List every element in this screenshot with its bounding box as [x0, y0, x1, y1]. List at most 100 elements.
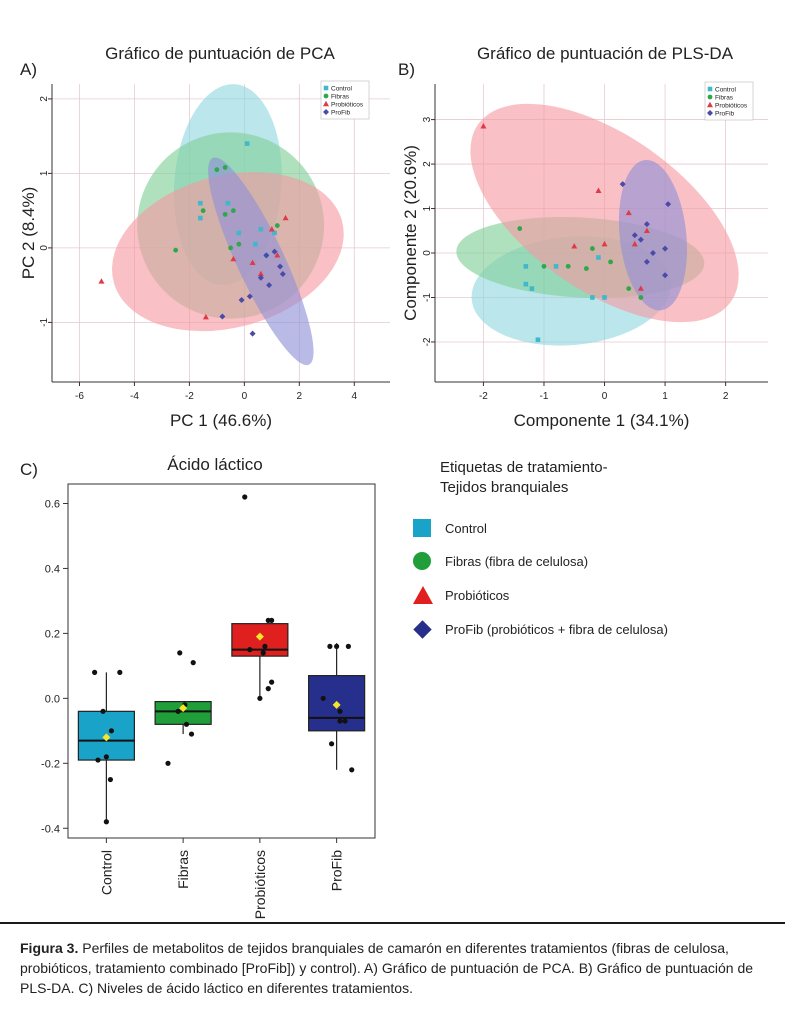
treatment-legend-title-line1: Etiquetas de tratamiento-	[440, 459, 608, 476]
data-point	[165, 760, 171, 766]
profib-point	[643, 221, 650, 228]
data-point	[242, 494, 248, 500]
panel-b-title: Gráfico de puntuación de PLS-DA	[476, 44, 734, 63]
mini-legend-label: Fibras	[715, 95, 734, 102]
plot-area	[435, 84, 768, 382]
data-point	[103, 819, 109, 825]
control-point	[529, 286, 535, 291]
data-point	[175, 708, 181, 714]
x-tick-label: -2	[479, 391, 488, 402]
data-point	[100, 708, 106, 714]
x-tick-label: -4	[130, 391, 139, 402]
caption-text: Perfiles de metabolitos de tejidos branq…	[20, 940, 754, 996]
mini-legend-label: ProFib	[715, 111, 735, 118]
data-point	[257, 695, 263, 701]
profib-point	[263, 252, 270, 259]
panel-c-title: Ácido láctico	[167, 455, 263, 474]
control-point	[198, 215, 203, 221]
caption-divider	[0, 922, 785, 924]
diamond-icon	[413, 620, 432, 639]
probioticos-point	[202, 313, 209, 320]
profib-point	[707, 110, 713, 116]
probioticos-point	[249, 259, 256, 265]
data-point	[262, 643, 268, 649]
control-point	[258, 226, 264, 232]
profib-point	[662, 245, 669, 252]
profib-point	[619, 181, 626, 188]
fibras-point	[707, 94, 713, 100]
fibras-point	[517, 226, 523, 231]
control-point	[198, 200, 203, 206]
profib-point	[271, 248, 278, 255]
control-point	[535, 337, 541, 343]
data-point	[349, 767, 355, 773]
fibras-point	[214, 167, 220, 173]
box-1	[154, 700, 212, 725]
fibras-point	[626, 286, 632, 291]
x-axis-label: PC 1 (46.6%)	[170, 411, 272, 430]
fibras-point	[608, 259, 613, 265]
mini-legend-label: Probióticos	[331, 102, 364, 109]
probioticos-point	[595, 187, 602, 193]
legend-label-probioticos: Probióticos	[445, 587, 510, 603]
control-point	[602, 295, 607, 300]
data-point	[188, 731, 195, 737]
mini-legend-label: ProFib	[331, 110, 351, 117]
x-tick-label: 0	[602, 391, 608, 402]
box-3	[308, 675, 366, 732]
legend-label-control: Control	[445, 520, 487, 536]
y-tick-label: 2	[39, 96, 50, 102]
y-axis-label: PC 2 (8.4%)	[19, 187, 38, 280]
x-axis-label: Componente 1 (34.1%)	[514, 411, 690, 430]
treatment-legend-title: Etiquetas de tratamiento- Tejidos branqu…	[440, 458, 608, 498]
x-tick-label: ProFib	[329, 850, 345, 891]
fibras-point	[541, 263, 547, 269]
data-point	[260, 650, 266, 656]
ellipse-control	[471, 236, 671, 346]
ellipse-profib	[618, 159, 688, 311]
data-point	[337, 708, 343, 714]
probioticos-point	[282, 214, 289, 221]
x-tick-label: Control	[98, 850, 114, 895]
control-point	[596, 255, 601, 260]
mini-legend-label: Control	[331, 86, 353, 93]
probioticos-point	[571, 243, 578, 249]
x-tick-label: 0	[242, 391, 248, 402]
plot-group-pca: -6 -4 -2 0 2 4 -1 0 1 2 PC 1 (46.6%) PC 2 (8.4%) Con…	[19, 80, 390, 430]
data-point	[190, 660, 196, 666]
mean-marker	[332, 700, 341, 709]
profib-point	[219, 313, 226, 320]
control-point	[253, 241, 258, 247]
profib-point	[246, 293, 253, 300]
ellipse-control	[173, 84, 282, 285]
treatment-legend-title-line2: Tejidos branquiales	[440, 479, 569, 496]
profib-point	[277, 263, 284, 270]
ellipse-profib	[208, 157, 314, 366]
y-tick-label: -1	[422, 293, 433, 302]
data-point	[247, 647, 253, 653]
probioticos-point	[601, 240, 608, 247]
plot-area	[52, 84, 390, 382]
boxplot-frame	[67, 483, 376, 839]
x-tick-label: -1	[540, 391, 549, 402]
y-tick-label: 0.2	[45, 628, 60, 640]
mini-legend-box	[704, 81, 754, 121]
panel-a-letter: A)	[20, 60, 37, 79]
control-point	[523, 281, 529, 287]
x-tick-label: 2	[297, 391, 303, 402]
legend-item-probioticos: Probióticos	[413, 586, 509, 604]
data-point	[183, 721, 190, 727]
panel-a-title: Gráfico de puntuación de PCA	[105, 44, 335, 63]
control-point	[244, 141, 250, 146]
data-point	[107, 776, 114, 783]
control-point	[523, 264, 529, 269]
panel-b-letter: B)	[398, 60, 415, 79]
probioticos-point	[98, 278, 105, 284]
data-point	[265, 686, 271, 692]
fibras-point	[230, 208, 236, 214]
data-point	[337, 718, 343, 724]
box-0	[77, 710, 135, 761]
circle-icon	[413, 552, 431, 570]
mini-legend-label: Probióticos	[715, 103, 748, 110]
panel-c-letter: C)	[20, 460, 38, 479]
